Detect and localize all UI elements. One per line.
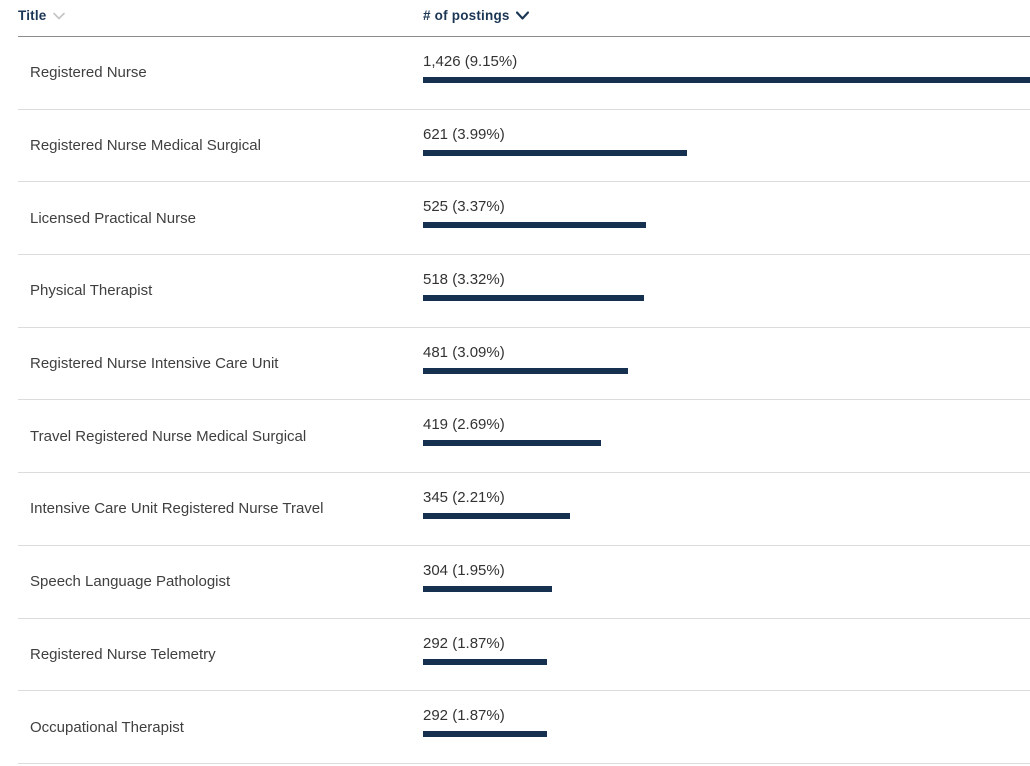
postings-value-cell: 292 (1.87%) [423,691,1030,763]
postings-value-cell: 1,426 (9.15%) [423,37,1030,109]
postings-bar-track [423,367,1030,374]
postings-count-label: 525 (3.37%) [423,198,505,216]
postings-bar-track [423,440,1030,447]
table-row: Speech Language Pathologist 304 (1.95%) [18,546,1030,619]
job-title-label: Registered Nurse [30,64,147,82]
table-row: Registered Nurse Medical Surgical 621 (3… [18,110,1030,183]
postings-bar [423,77,1030,83]
table-row: Registered Nurse 1,426 (9.15%) [18,37,1030,110]
job-title-label: Registered Nurse Medical Surgical [30,137,261,155]
postings-bar-track [423,731,1030,738]
postings-value-cell: 292 (1.87%) [423,619,1030,691]
postings-bar-track [423,658,1030,665]
table-row: Registered Nurse Telemetry 292 (1.87%) [18,619,1030,692]
postings-count-label: 518 (3.32%) [423,271,505,289]
postings-count-label: 292 (1.87%) [423,634,505,652]
job-title-label: Intensive Care Unit Registered Nurse Tra… [30,500,324,518]
postings-bar [423,295,644,302]
postings-bar [423,222,647,229]
postings-bar-track [423,295,1030,302]
postings-value-cell: 304 (1.95%) [423,546,1030,618]
sort-header-postings[interactable]: # of postings [423,8,529,23]
postings-bar [423,513,570,520]
postings-count-label: 304 (1.95%) [423,561,505,579]
sort-header-title[interactable]: Title [18,8,65,23]
postings-bar [423,149,688,156]
job-title-label: Speech Language Pathologist [30,573,231,591]
postings-bar [423,440,602,447]
table-row: Registered Nurse Intensive Care Unit 481… [18,328,1030,401]
postings-count-label: 1,426 (9.15%) [423,53,518,70]
postings-bar-track [423,513,1030,520]
postings-value-cell: 518 (3.32%) [423,255,1030,327]
postings-value-cell: 481 (3.09%) [423,328,1030,400]
title-column-label: Title [18,8,47,23]
postings-bar-track [423,77,1030,83]
job-title-label: Licensed Practical Nurse [30,209,196,227]
postings-value-cell: 345 (2.21%) [423,473,1030,545]
postings-bar [423,658,548,665]
table-row: Physical Therapist 518 (3.32%) [18,255,1030,328]
table-row: Travel Registered Nurse Medical Surgical… [18,400,1030,474]
postings-count-label: 621 (3.99%) [423,125,505,143]
postings-bar [423,367,628,374]
postings-bar [423,731,548,738]
job-title-label: Physical Therapist [30,282,153,300]
job-title-label: Travel Registered Nurse Medical Surgical [30,427,307,445]
table-row: Intensive Care Unit Registered Nurse Tra… [18,473,1030,546]
table-body: Registered Nurse 1,426 (9.15%) Registere… [0,37,1030,764]
table-row: Occupational Therapist 292 (1.87%) [18,691,1030,764]
job-title-label: Occupational Therapist [30,718,184,736]
postings-value-cell: 419 (2.69%) [423,400,1030,472]
job-title-label: Registered Nurse Telemetry [30,645,216,663]
postings-bar-track [423,149,1030,156]
postings-bar-track [423,222,1030,229]
postings-bar-track [423,585,1030,592]
postings-column-label: # of postings [423,8,510,23]
table-row: Licensed Practical Nurse 525 (3.37%) [18,182,1030,256]
postings-count-label: 481 (3.09%) [423,343,505,361]
postings-count-label: 345 (2.21%) [423,489,505,507]
postings-count-label: 419 (2.69%) [423,416,505,434]
job-title-label: Registered Nurse Intensive Care Unit [30,355,279,373]
postings-bar [423,585,553,592]
chevron-down-icon [52,8,65,23]
postings-value-cell: 525 (3.37%) [423,182,1030,254]
postings-value-cell: 621 (3.99%) [423,110,1030,182]
table-header-row: Title # of postings [18,0,1030,37]
postings-count-label: 292 (1.87%) [423,707,505,725]
chevron-down-icon [515,8,529,23]
